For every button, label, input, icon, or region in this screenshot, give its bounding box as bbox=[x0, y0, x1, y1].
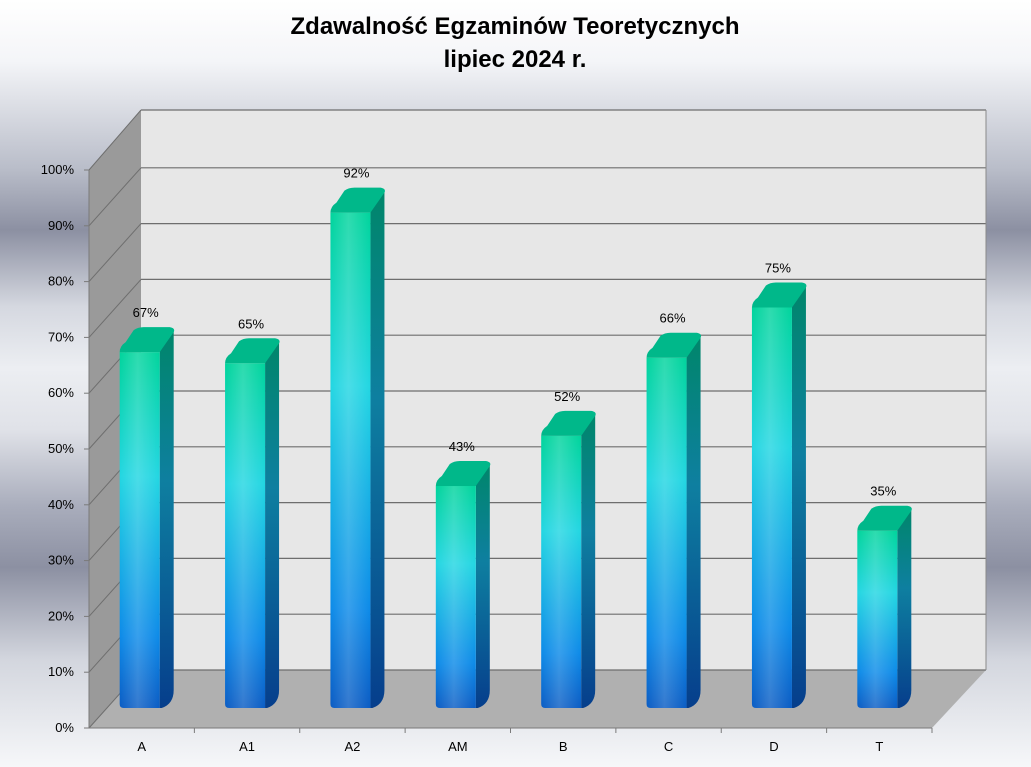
floor bbox=[89, 670, 986, 728]
bar-shine bbox=[857, 530, 898, 708]
gridline-side bbox=[88, 223, 142, 282]
x-tick-label: C bbox=[664, 739, 673, 754]
bar-side bbox=[686, 335, 701, 708]
x-tick-label: B bbox=[559, 739, 568, 754]
bar-top bbox=[225, 338, 280, 364]
x-tick-label: D bbox=[769, 739, 778, 754]
bar-shine bbox=[646, 357, 687, 708]
data-label: 67% bbox=[133, 305, 159, 320]
bar-t bbox=[857, 505, 912, 708]
data-labels: 67% 65% 92% 43% 52% 66% 75% 35% bbox=[133, 166, 897, 499]
bar-shine bbox=[119, 352, 160, 708]
bars bbox=[119, 187, 912, 708]
data-label: 35% bbox=[870, 484, 896, 499]
bar-side bbox=[791, 285, 806, 708]
bar-top bbox=[857, 505, 912, 531]
bar-top bbox=[330, 187, 385, 213]
bar-side bbox=[370, 190, 385, 708]
data-label: 75% bbox=[765, 261, 791, 276]
bar-top bbox=[435, 461, 491, 487]
x-tick-label: A2 bbox=[344, 739, 360, 754]
gridline-side bbox=[88, 109, 142, 171]
data-label: 92% bbox=[343, 166, 369, 181]
data-label: 66% bbox=[660, 311, 686, 326]
bar-d bbox=[751, 282, 807, 708]
bar-side bbox=[265, 341, 280, 708]
bar-top bbox=[646, 332, 702, 358]
bar-a1 bbox=[225, 338, 280, 708]
x-tick-label: T bbox=[875, 739, 883, 754]
chart-subtitle: lipiec 2024 r. bbox=[444, 46, 587, 73]
x-tick-label: A1 bbox=[239, 739, 255, 754]
bar-shine bbox=[225, 363, 266, 708]
x-tick-label: AM bbox=[448, 739, 468, 754]
y-tick-label: 60% bbox=[48, 385, 74, 400]
data-label: 43% bbox=[449, 439, 475, 454]
data-label: 52% bbox=[554, 389, 580, 404]
y-tick-label: 70% bbox=[48, 329, 74, 344]
x-tick-labels: A A1 A2 AM B C D T bbox=[137, 728, 933, 754]
gridline-side bbox=[88, 279, 142, 338]
bar-top bbox=[751, 282, 807, 308]
bar-side bbox=[897, 508, 912, 708]
bar-side bbox=[475, 464, 490, 708]
y-tick-label: 40% bbox=[48, 497, 74, 512]
y-tick-label: 0% bbox=[55, 720, 74, 735]
bar-c bbox=[646, 332, 702, 708]
bar-shine bbox=[541, 435, 582, 708]
x-tick-label: A bbox=[137, 739, 146, 754]
bar-shine bbox=[330, 212, 371, 708]
data-label: 65% bbox=[238, 316, 264, 331]
y-tick-label: 50% bbox=[48, 441, 74, 456]
y-tick-label: 10% bbox=[48, 664, 74, 679]
bar-a bbox=[119, 327, 175, 708]
bar-side bbox=[159, 330, 174, 708]
y-tick-label: 90% bbox=[48, 218, 74, 233]
bar-top bbox=[119, 327, 175, 353]
chart-title: Zdawalność Egzaminów Teoretycznych bbox=[291, 13, 740, 40]
gridline-side bbox=[88, 167, 142, 227]
bar-side bbox=[581, 413, 596, 708]
y-tick-labels: 0% 10% 20% 30% 40% 50% 60% 70% 80% 90% 100% bbox=[41, 162, 89, 735]
bar-shine bbox=[435, 486, 476, 708]
y-tick-label: 80% bbox=[48, 274, 74, 289]
chart-walls bbox=[89, 110, 986, 728]
bar-a2 bbox=[330, 187, 385, 708]
plot-area: 0%10%20%30%40%50%60%70%80%90%100% A A1 A2 A… bbox=[41, 109, 987, 754]
bar-am bbox=[435, 461, 491, 708]
y-tick-label: 20% bbox=[48, 608, 74, 623]
bar-b bbox=[541, 410, 596, 708]
bar-top bbox=[541, 410, 596, 436]
y-tick-label: 30% bbox=[48, 553, 74, 568]
y-tick-label: 100% bbox=[41, 162, 75, 177]
bar-shine bbox=[751, 307, 792, 708]
